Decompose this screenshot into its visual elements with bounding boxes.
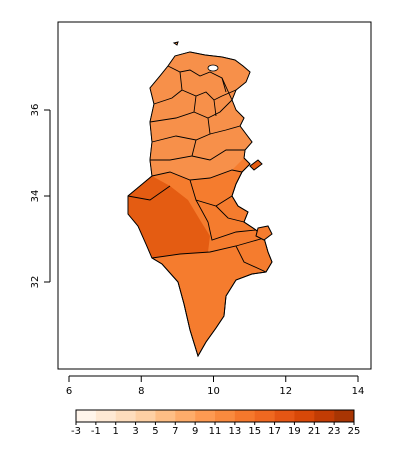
governorate-borders	[127, 51, 273, 358]
lake	[207, 64, 219, 72]
legend-tick-label: 11	[209, 426, 222, 437]
x-axis: 6 8 10 12 14	[66, 375, 365, 397]
southwest-region	[128, 176, 210, 258]
y-tick-label: 34	[30, 190, 41, 203]
legend-swatch	[254, 410, 275, 422]
legend-swatch	[76, 410, 97, 422]
legend-tick-label: 5	[152, 426, 158, 437]
legend-colorbar: -3 -1 1 3 5 7 9 11 13 15 17 19 21 23 25	[71, 409, 361, 437]
legend-swatch	[314, 410, 335, 422]
legend-tick-label: 23	[328, 426, 341, 437]
x-tick-label: 12	[279, 386, 292, 397]
legend-tick-label: 3	[132, 426, 138, 437]
legend-swatch	[215, 410, 236, 422]
legend-swatch	[294, 410, 315, 422]
legend-swatch	[274, 410, 295, 422]
island-galite	[172, 41, 179, 46]
legend-tick-label: 25	[348, 426, 361, 437]
legend-swatch	[115, 410, 136, 422]
island-kerkennah	[249, 159, 263, 171]
legend-tick-label: 9	[192, 426, 198, 437]
y-tick-label: 36	[30, 104, 41, 117]
legend-tick-label: -3	[71, 426, 81, 437]
legend-tick-label: 15	[248, 426, 261, 437]
x-tick-label: 10	[207, 386, 220, 397]
legend-swatch	[334, 410, 355, 422]
legend-tick-label: 1	[113, 426, 119, 437]
legend-tick-label: 13	[228, 426, 241, 437]
island-djerba	[255, 225, 273, 241]
legend-tick-label: 17	[268, 426, 281, 437]
legend-tick-label: 21	[308, 426, 321, 437]
legend-swatch	[195, 410, 216, 422]
legend-swatch	[95, 410, 117, 422]
legend-swatch	[234, 410, 256, 422]
legend-swatch	[175, 410, 196, 422]
legend-tick-label: -1	[91, 426, 101, 437]
tunisia-map	[127, 41, 273, 358]
x-tick-label: 14	[352, 386, 365, 397]
legend-tick-label: 19	[288, 426, 301, 437]
y-tick-label: 32	[30, 276, 41, 289]
x-tick-label: 8	[138, 386, 144, 397]
legend-swatch	[135, 410, 156, 422]
y-axis: 32 34 36	[30, 104, 51, 289]
north-region	[150, 52, 252, 180]
legend-tick-label: 7	[172, 426, 178, 437]
legend-swatch	[155, 410, 176, 422]
plot-frame	[57, 21, 372, 370]
x-tick-label: 6	[66, 386, 72, 397]
